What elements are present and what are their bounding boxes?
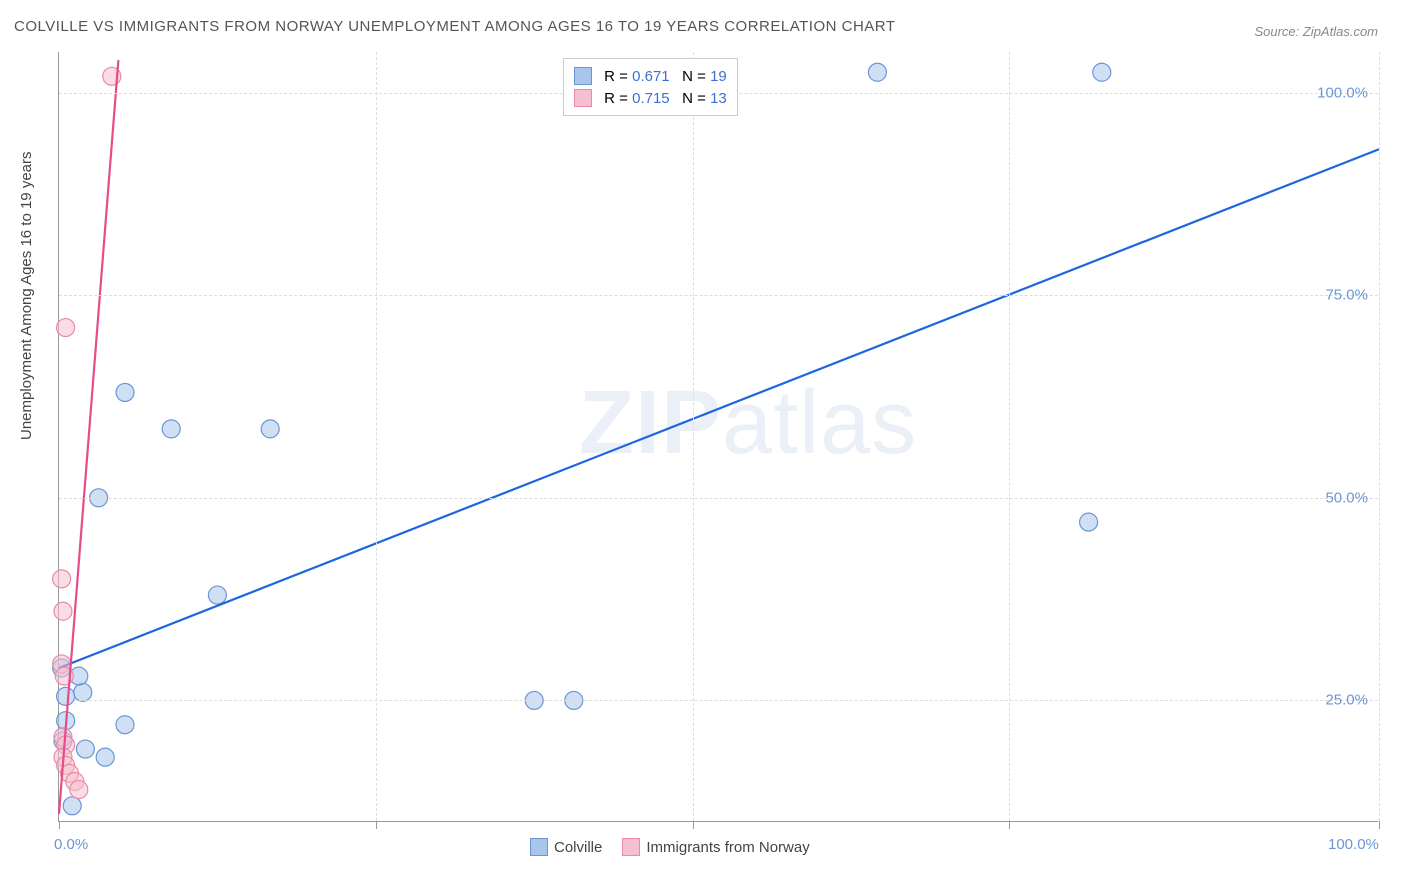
x-tick-label: 0.0% [54,836,88,853]
gridline-vertical [1009,52,1010,821]
gridline-horizontal [59,700,1378,701]
legend-swatch [574,89,592,107]
data-point [53,570,71,588]
legend-swatch [622,838,640,856]
gridline-horizontal [59,498,1378,499]
y-tick-label: 25.0% [1325,692,1368,709]
data-point [116,716,134,734]
x-tick-mark [693,821,694,829]
y-tick-label: 75.0% [1325,287,1368,304]
data-point [74,683,92,701]
data-point [1080,513,1098,531]
legend-swatch [574,67,592,85]
legend-bottom-item: Immigrants from Norway [622,838,809,856]
data-point [208,586,226,604]
trend-line [59,149,1379,668]
legend-swatch [530,838,548,856]
legend-bottom-label: Colville [554,839,602,856]
data-point [96,748,114,766]
gridline-vertical [376,52,377,821]
gridline-horizontal [59,295,1378,296]
x-tick-mark [1009,821,1010,829]
legend-bottom-label: Immigrants from Norway [646,839,809,856]
source-attribution: Source: ZipAtlas.com [1254,24,1378,39]
x-tick-mark [376,821,377,829]
data-point [57,319,75,337]
gridline-vertical [1379,52,1380,821]
legend-corr-row: R = 0.715 N = 13 [574,87,727,109]
y-axis-label: Unemployment Among Ages 16 to 19 years [18,151,35,440]
legend-correlation: R = 0.671 N = 19 R = 0.715 N = 13 [563,58,738,116]
x-tick-label: 100.0% [1328,836,1379,853]
data-point [868,63,886,81]
legend-bottom: Colville Immigrants from Norway [530,838,810,856]
legend-corr-row: R = 0.671 N = 19 [574,65,727,87]
data-point [76,740,94,758]
legend-bottom-item: Colville [530,838,602,856]
y-tick-label: 50.0% [1325,489,1368,506]
x-tick-mark [1379,821,1380,829]
data-point [261,420,279,438]
data-point [63,797,81,815]
legend-corr-text: R = 0.671 N = 19 [600,68,727,85]
data-point [54,602,72,620]
legend-corr-text: R = 0.715 N = 13 [600,90,727,107]
plot-svg [59,52,1378,821]
y-tick-label: 100.0% [1317,84,1368,101]
gridline-vertical [693,52,694,821]
data-point [1093,63,1111,81]
x-tick-mark [59,821,60,829]
data-point [162,420,180,438]
plot-area: ZIPatlas 25.0%50.0%75.0%100.0% [58,52,1378,822]
data-point [70,781,88,799]
data-point [57,687,75,705]
data-point [116,383,134,401]
chart-title: COLVILLE VS IMMIGRANTS FROM NORWAY UNEMP… [14,18,896,35]
